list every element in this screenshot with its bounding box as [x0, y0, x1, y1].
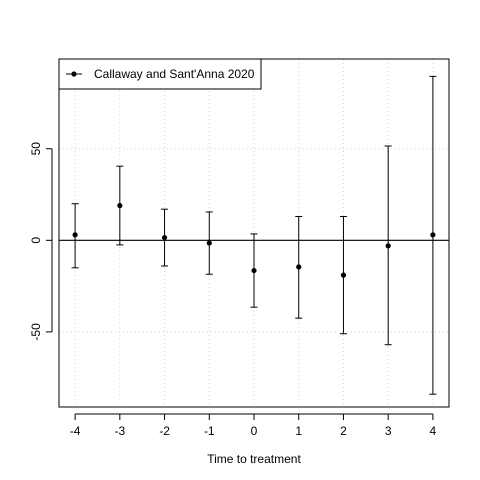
y-tick-label-2: 50	[29, 142, 43, 156]
y-tick-label-1: 0	[29, 237, 43, 244]
x-tick-label-4: 0	[251, 424, 258, 438]
x-tick-label-5: 1	[295, 424, 302, 438]
x-axis-label: Time to treatment	[207, 452, 301, 466]
x-tick-label-8: 4	[430, 424, 437, 438]
data-point-3	[206, 240, 212, 246]
legend-series-label: Callaway and Sant'Anna 2020	[94, 67, 255, 81]
y-axis: -50 0 50	[29, 142, 53, 341]
legend-box	[58, 58, 262, 90]
data-point-2	[161, 234, 168, 241]
legend: Callaway and Sant'Anna 2020	[58, 58, 262, 90]
data-point-1	[117, 202, 123, 209]
series-layer	[71, 75, 437, 395]
x-tick-label-2: -2	[159, 424, 170, 438]
x-tick-label-3: -1	[204, 424, 215, 438]
x-tick-label-6: 2	[340, 424, 347, 438]
data-point-8	[430, 232, 436, 238]
series-0	[71, 75, 437, 395]
data-point-7	[385, 243, 391, 249]
x-tick-label-7: 3	[385, 424, 392, 438]
y-tick-label-0: -50	[29, 323, 43, 341]
data-point-0	[72, 232, 78, 238]
x-tick-label-0: -4	[70, 424, 81, 438]
data-point-5	[296, 264, 302, 270]
data-point-4	[251, 267, 257, 274]
x-tick-label-1: -3	[114, 424, 125, 438]
legend-point-sample	[71, 71, 77, 77]
x-axis: -4 -3 -2 -1 0 1 2 3 4	[70, 413, 437, 438]
data-point-6	[340, 272, 347, 278]
